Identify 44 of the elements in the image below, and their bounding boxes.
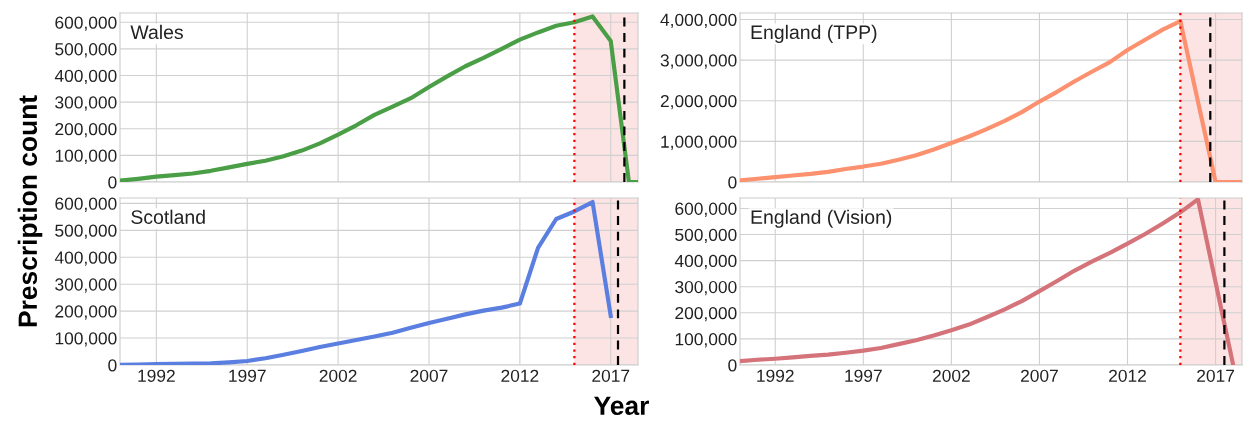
x-tick-label: 2007 — [410, 369, 448, 382]
y-tick-label: 300,000 — [55, 96, 117, 111]
y-tick-label: 300,000 — [55, 278, 117, 293]
y-tick-label: 500,000 — [675, 228, 737, 244]
x-tick-label: 1992 — [138, 369, 175, 382]
y-tick-label: 200,000 — [55, 305, 117, 320]
chart-title: Wales — [130, 24, 183, 40]
y-tick-label: 500,000 — [55, 224, 117, 239]
y-tick-label: 600,000 — [55, 16, 117, 31]
x-axis-title: Year — [594, 396, 649, 416]
x-tick-label: 2012 — [501, 369, 539, 382]
x-tick-label: 2012 — [1109, 369, 1146, 382]
y-tick-label: 500,000 — [55, 43, 117, 58]
y-tick-label: 300,000 — [675, 280, 737, 296]
y-tick-label: 0 — [728, 176, 737, 189]
y-tick-label: 400,000 — [54, 69, 117, 85]
y-tick-label: 0 — [728, 359, 737, 372]
y-tick-label: 100,000 — [55, 332, 117, 347]
y-tick-label: 200,000 — [675, 306, 737, 322]
x-tick-label: 2017 — [592, 369, 630, 382]
y-axis-title: Prescription count — [17, 95, 43, 327]
y-tick-label: 200,000 — [55, 122, 117, 138]
y-tick-label: 0 — [108, 176, 117, 189]
y-tick-label: 1,000,000 — [661, 135, 737, 150]
x-tick-label: 1997 — [845, 369, 882, 382]
y-tick-label: 4,000,000 — [660, 13, 737, 29]
x-tick-label: 2002 — [319, 369, 357, 382]
y-tick-label: 0 — [108, 359, 117, 372]
chart-title: Scotland — [131, 209, 205, 224]
y-tick-label: 100,000 — [55, 149, 117, 164]
y-tick-label: 3,000,000 — [660, 54, 737, 69]
y-tick-label: 100,000 — [675, 333, 737, 348]
x-tick-label: 1992 — [757, 369, 794, 382]
text: England (TPP) — [751, 24, 877, 43]
y-tick-label: 400,000 — [674, 254, 737, 270]
y-tick-label: 600,000 — [55, 197, 117, 212]
text: England (Vision) — [751, 209, 892, 228]
x-tick-label: 2002 — [932, 369, 970, 382]
y-tick-label: 600,000 — [675, 202, 737, 217]
x-tick-label: 2007 — [1021, 369, 1058, 382]
x-tick-label: 2017 — [1197, 369, 1235, 382]
y-tick-label: 400,000 — [54, 251, 117, 266]
y-tick-label: 2,000,000 — [660, 94, 737, 110]
x-tick-label: 1997 — [229, 369, 266, 382]
